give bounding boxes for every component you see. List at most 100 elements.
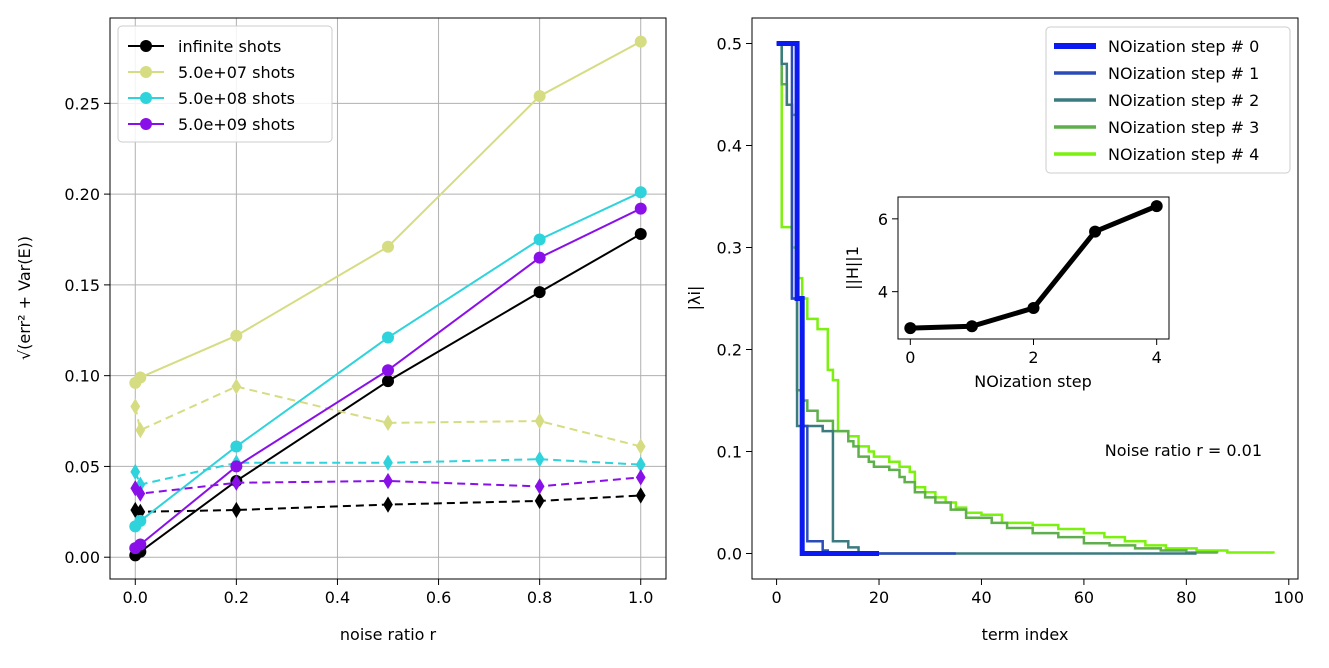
inset-x-axis-label: NOization step (974, 372, 1092, 391)
legend-entry-label: NOization step # 2 (1108, 91, 1259, 110)
left-x-tick-label: 0.2 (224, 588, 249, 607)
data-point (634, 35, 647, 48)
dashed-series-line (134, 458, 641, 486)
left-axes-frame (109, 17, 667, 580)
legend-entry-label: 5.0e+09 shots (178, 115, 295, 134)
right-y-tick-label: 0.0 (717, 545, 742, 564)
data-point (533, 90, 546, 103)
diamond-marker (383, 414, 393, 431)
step-series-line (776, 42, 956, 555)
inset-y-axis-label: ||H||1 (843, 246, 862, 290)
legend-marker-swatch (140, 40, 152, 52)
data-point (634, 228, 647, 241)
diamond-marker (534, 451, 545, 468)
left-y-tick-label: 0.15 (64, 276, 100, 295)
left-y-tick-label: 0.00 (64, 548, 100, 567)
right-x-tick-label: 80 (1176, 588, 1196, 607)
right-y-tick-label: 0.3 (717, 239, 742, 258)
left-y-axis-label: √(err² + Var(E)) (15, 236, 34, 360)
data-point (634, 186, 647, 199)
right-y-tick-label: 0.4 (717, 137, 742, 156)
left-y-tick-label: 0.10 (64, 367, 100, 386)
inset-data-point (1150, 200, 1163, 213)
noise-ratio-annotation: Noise ratio r = 0.01 (1105, 441, 1262, 460)
legend-marker-swatch (140, 118, 152, 130)
diamond-marker (534, 492, 545, 510)
data-point (382, 331, 394, 344)
inset-y-tick-label: 4 (878, 283, 888, 302)
data-point (382, 364, 394, 377)
diamond-marker (635, 487, 646, 504)
diamond-marker (130, 398, 141, 415)
inset-ticks: 0 2 4 4 6 (878, 210, 1162, 367)
legend-entry-label: 5.0e+08 shots (178, 89, 295, 108)
left-grid (110, 18, 666, 579)
data-point (533, 233, 546, 246)
right-y-tick-label: 0.2 (717, 341, 742, 360)
right-y-axis-label: |λi| (685, 286, 704, 311)
legend-entry-label: infinite shots (178, 37, 281, 56)
left-x-tick-label: 1.0 (628, 588, 653, 607)
data-point (382, 375, 394, 388)
diamond-marker (135, 485, 146, 502)
diamond-marker (231, 474, 242, 491)
right-axes-frame (751, 17, 1299, 580)
inset-data-point (965, 320, 978, 333)
diamond-marker (635, 469, 646, 486)
diamond-marker (534, 478, 545, 495)
data-point (134, 538, 147, 551)
inset-data (904, 200, 1163, 335)
diamond-marker (534, 412, 545, 430)
diamond-marker (383, 472, 393, 490)
right-legend: NOization step # 0 NOization step # 1 NOiz… (1045, 26, 1291, 174)
diamond-marker (383, 496, 393, 513)
legend-box (1045, 26, 1291, 174)
legend-entry-label: NOization step # 1 (1108, 64, 1259, 83)
inset-x-tick-label: 2 (1028, 348, 1038, 367)
inset-data-point (904, 322, 917, 335)
left-x-tick-label: 0.8 (527, 588, 552, 607)
left-x-tick-label: 0.0 (123, 588, 148, 607)
data-point (634, 202, 647, 215)
data-point (382, 240, 394, 253)
inset-data-point (1089, 225, 1102, 238)
diamond-marker (135, 422, 146, 439)
diamond-marker (635, 456, 646, 473)
left-x-axis-label: noise ratio r (340, 625, 437, 644)
right-y-tick-label: 0.5 (717, 35, 742, 54)
right-x-tick-label: 20 (869, 588, 889, 607)
legend-entry-label: 5.0e+07 shots (178, 63, 295, 82)
right-x-tick-label: 100 (1274, 588, 1305, 607)
left-y-tick-label: 0.05 (64, 457, 100, 476)
diamond-marker (231, 501, 242, 519)
right-x-tick-label: 0 (771, 588, 781, 607)
legend-entry-label: NOization step # 3 (1108, 118, 1259, 137)
right-x-axis-label: term index (982, 625, 1069, 644)
left-ticks: 0.0 0.2 0.4 0.6 0.8 1.0 0.00 0.05 0.10 0.15 0.20 0.… (64, 94, 653, 607)
diamond-marker (231, 378, 242, 395)
right-x-tick-label: 60 (1074, 588, 1094, 607)
legend-entry-label: NOization step # 0 (1108, 37, 1259, 56)
diamond-marker (130, 463, 141, 481)
data-point (230, 440, 243, 453)
data-point (230, 460, 243, 473)
diamond-marker (383, 454, 393, 471)
data-point (134, 371, 147, 384)
legend-box (117, 25, 333, 143)
inset-y-tick-label: 6 (878, 210, 888, 229)
right-y-tick-label: 0.1 (717, 443, 742, 462)
legend-entry-label: NOization step # 4 (1108, 145, 1259, 164)
step-series-line (776, 42, 1275, 554)
inset-data-point (1027, 302, 1040, 315)
right-data (776, 41, 1275, 556)
data-point (533, 251, 546, 264)
diamond-marker (635, 438, 646, 455)
left-y-tick-label: 0.25 (64, 94, 100, 113)
inset-x-tick-label: 4 (1152, 348, 1162, 367)
data-point (230, 329, 243, 342)
inset-chart: 0 2 4 4 6 NOization step ||H||1 (843, 196, 1170, 391)
